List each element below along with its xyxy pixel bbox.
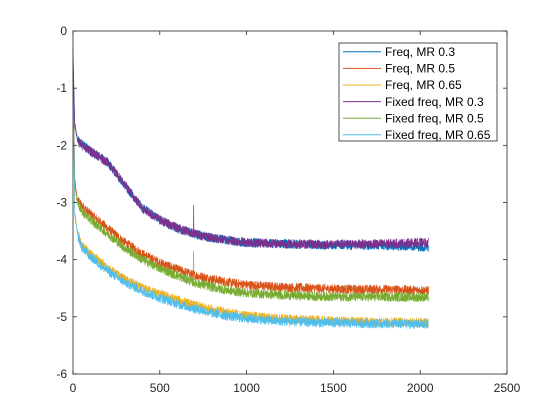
legend-label: Freq, MR 0.65 [385,78,462,92]
y-tick-labels: 0 -1 -2 -3 -4 -5 -6 [56,24,67,381]
x-tick-label: 1500 [320,381,347,395]
series-line [72,59,429,250]
legend-box [338,42,498,142]
series-line [72,65,429,329]
y-tick-label: -3 [56,196,67,210]
legend-lines [343,51,381,136]
legend-label: Freq, MR 0.3 [385,45,455,59]
series-line [72,48,429,296]
x-tick-label: 2000 [407,381,434,395]
tick-group [72,30,508,375]
series-line [72,53,429,303]
legend-label: Fixed freq, MR 0.3 [385,95,484,109]
x-tick-label: 1000 [233,381,260,395]
series-group [72,48,429,329]
legend-label: Fixed freq, MR 0.65 [385,128,491,142]
x-tick-label: 0 [70,381,77,395]
legend-label: Fixed freq, MR 0.5 [385,111,484,125]
legend-label: Freq, MR 0.5 [385,62,455,76]
y-tick-label: -4 [56,253,67,267]
y-tick-label: -6 [56,367,67,381]
x-tick-labels: 0 500 1000 1500 2000 2500 [70,381,521,395]
y-tick-label: 0 [60,24,67,38]
y-tick-label: -5 [56,310,67,324]
y-tick-label: -1 [56,81,67,95]
x-tick-label: 500 [150,381,170,395]
legend: Freq, MR 0.3 Freq, MR 0.5 Freq, MR 0.65 … [338,42,498,142]
y-tick-label: -2 [56,138,67,152]
x-tick-label: 2500 [494,381,521,395]
